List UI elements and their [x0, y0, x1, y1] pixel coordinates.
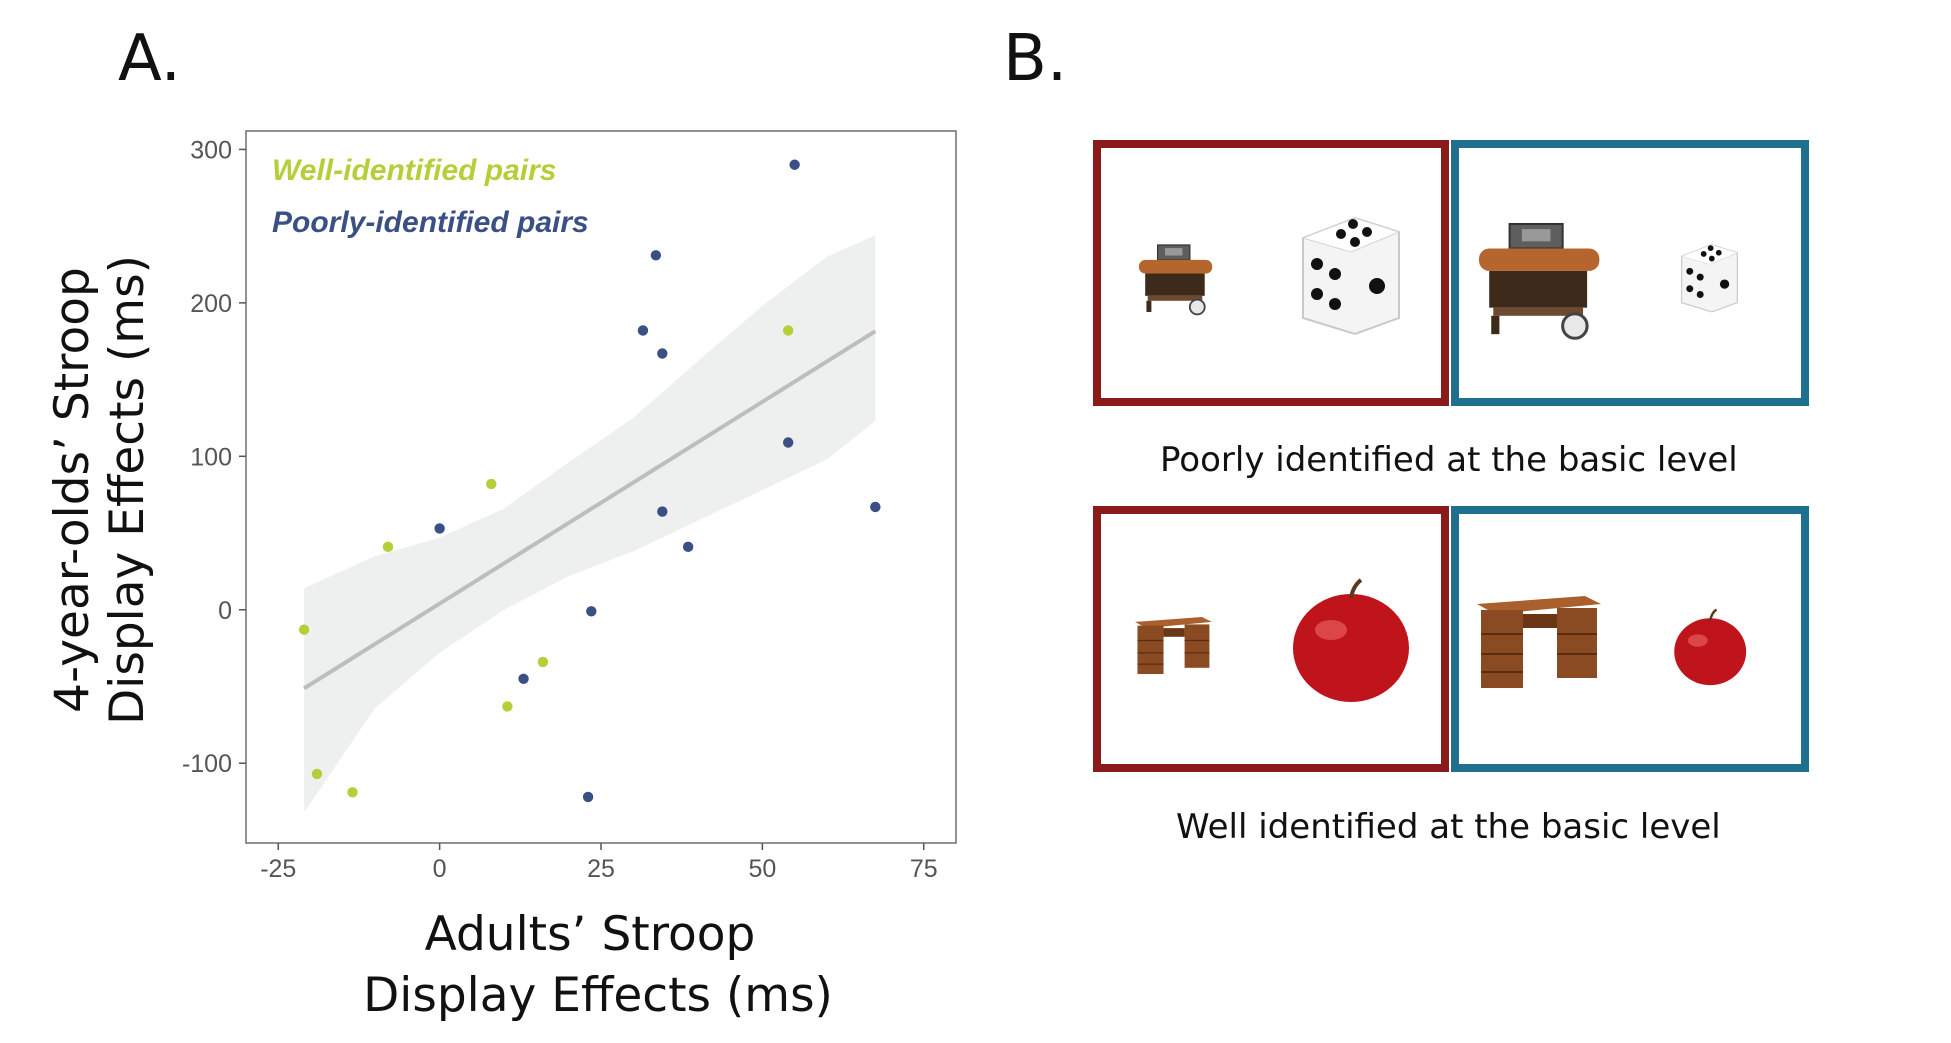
data-point-poorly: [789, 159, 800, 170]
caption-well-identified: Well identified at the basic level: [1176, 807, 1721, 847]
desk-icon: [1477, 596, 1601, 688]
y-axis-title-line-1: 4-year-olds’ Stroop: [45, 267, 100, 713]
y-tick-label: 100: [190, 443, 232, 471]
data-point-well: [782, 325, 794, 336]
x-tick-label: 25: [587, 855, 615, 883]
data-point-poorly: [650, 250, 662, 261]
legend-poorly-identified: Poorly-identified pairs: [272, 206, 589, 239]
data-point-poorly: [582, 791, 594, 803]
die-icon: [1680, 244, 1739, 313]
apple-icon: [1674, 608, 1747, 686]
data-point-poorly: [782, 437, 794, 448]
x-tick-label: 50: [748, 855, 776, 883]
die-icon: [1301, 216, 1401, 336]
data-point-poorly: [637, 325, 649, 336]
data-point-poorly: [682, 541, 694, 553]
panel-b-label: B.: [1003, 22, 1068, 96]
apple-icon: [1293, 578, 1409, 702]
data-point-poorly: [657, 348, 668, 359]
x-axis-title-line-1: Adults’ Stroop: [425, 907, 756, 962]
frame-well-left: [1093, 506, 1449, 772]
data-point-poorly: [434, 523, 445, 534]
y-tick-label: 200: [190, 290, 232, 318]
frame-poorly-left: [1093, 140, 1449, 406]
data-point-well: [298, 624, 310, 635]
data-point-poorly: [586, 606, 597, 617]
panel-a-label: A.: [118, 22, 181, 96]
barbecue-grill-icon: [1139, 244, 1213, 316]
frame-poorly-right: [1451, 140, 1809, 406]
data-point-poorly: [518, 673, 529, 685]
data-point-poorly: [870, 501, 881, 513]
data-point-well: [347, 787, 358, 798]
desk-icon: [1135, 616, 1212, 674]
x-tick-label: -25: [260, 855, 296, 883]
x-axis-title-line-2: Display Effects (ms): [363, 968, 833, 1023]
frame-well-right: [1451, 506, 1809, 772]
y-tick-label: 300: [190, 136, 232, 164]
y-tick-label: -100: [182, 750, 232, 778]
y-tick-label: 0: [218, 597, 232, 625]
barbecue-grill-icon: [1479, 222, 1600, 340]
legend-well-identified: Well-identified pairs: [272, 154, 557, 187]
x-tick-label: 0: [433, 855, 447, 883]
data-point-well: [537, 656, 549, 668]
data-point-well: [311, 768, 323, 780]
data-point-poorly: [657, 506, 668, 517]
y-axis-title-line-2: Display Effects (ms): [100, 255, 155, 725]
x-tick-label: 75: [910, 855, 938, 883]
data-point-well: [486, 478, 497, 490]
regression-line: [303, 329, 877, 691]
caption-poorly-identified: Poorly identified at the basic level: [1160, 440, 1738, 480]
data-point-well: [382, 541, 394, 553]
data-point-well: [502, 701, 513, 712]
confidence-band: [304, 235, 876, 813]
